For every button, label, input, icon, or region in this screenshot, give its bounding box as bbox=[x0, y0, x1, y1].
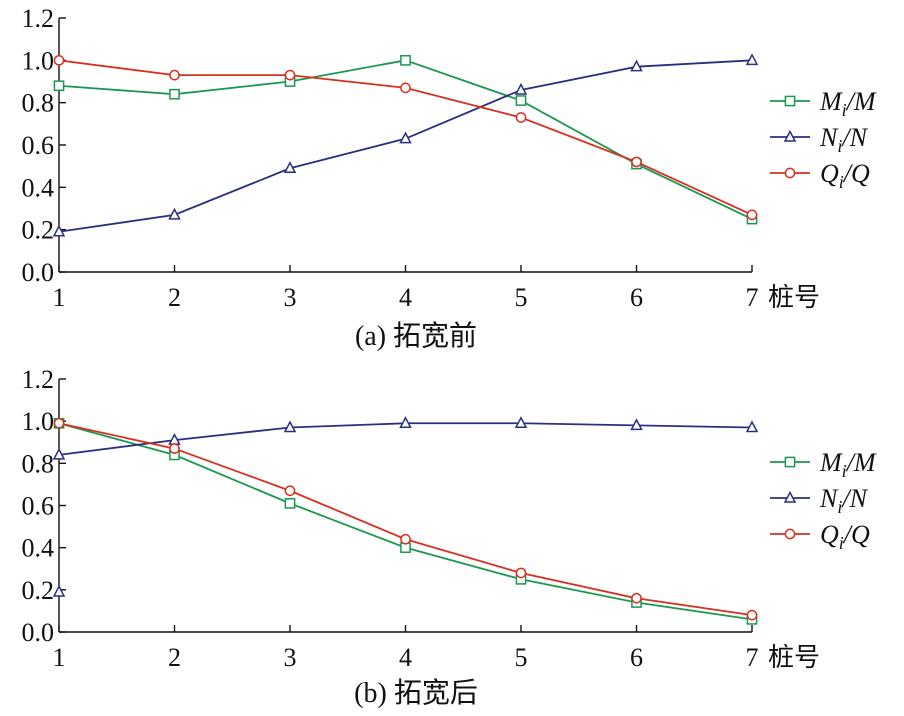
legend-marker bbox=[784, 528, 796, 540]
data-point bbox=[630, 418, 643, 431]
data-point bbox=[284, 485, 296, 497]
y-tick-label: 0.4 bbox=[22, 173, 55, 202]
y-tick-label: 0.0 bbox=[22, 258, 55, 287]
x-tick-label: 2 bbox=[168, 643, 181, 672]
legend-marker bbox=[783, 490, 797, 503]
legend-label: Qi/Q bbox=[820, 159, 870, 192]
legend-label: Ni/N bbox=[819, 123, 869, 156]
x-tick-label: 6 bbox=[630, 643, 643, 672]
data-point bbox=[631, 592, 642, 604]
x-tick-label: 7 bbox=[746, 643, 759, 672]
data-point bbox=[514, 82, 528, 95]
series-line bbox=[58, 422, 753, 621]
data-point bbox=[284, 498, 296, 509]
legend-label: Ni/N bbox=[819, 484, 869, 517]
data-point bbox=[745, 420, 759, 433]
data-point bbox=[52, 584, 66, 597]
data-point bbox=[52, 224, 66, 237]
data-point bbox=[53, 54, 65, 66]
data-point bbox=[631, 156, 642, 168]
data-point bbox=[399, 131, 412, 144]
data-point bbox=[52, 447, 66, 460]
y-tick-label: 0.6 bbox=[22, 131, 55, 160]
legend-marker bbox=[783, 129, 797, 142]
panel-caption: (b) 拓宽后 bbox=[354, 677, 478, 709]
x-axis-label: 桩号 bbox=[768, 283, 820, 312]
series-Ni-N bbox=[52, 53, 759, 237]
data-point bbox=[284, 69, 296, 81]
y-tick-label: 0.2 bbox=[22, 576, 55, 605]
data-point bbox=[746, 209, 758, 221]
data-point bbox=[283, 420, 297, 433]
x-axis-label: 桩号 bbox=[768, 643, 820, 672]
x-tick-label: 4 bbox=[399, 643, 412, 672]
x-tick-label: 1 bbox=[53, 283, 66, 312]
data-point bbox=[53, 80, 65, 92]
y-tick-label: 0.2 bbox=[22, 216, 55, 245]
data-point bbox=[515, 112, 527, 123]
legend: Mi/MNi/NQi/Q bbox=[770, 448, 877, 553]
data-point bbox=[53, 417, 65, 429]
series-Qi-Q bbox=[53, 417, 758, 621]
data-point bbox=[399, 416, 412, 429]
chart-panel-b: 0.0 0.2 0.4 0.6 0.8 1.0 1.2 1 2 3 4 5 6 7 桩号 Mi/MNi/NQi… bbox=[22, 365, 877, 709]
legend-label: Mi/M bbox=[819, 448, 877, 481]
legend-marker bbox=[784, 95, 796, 107]
data-point bbox=[630, 59, 643, 72]
series-Qi-Q bbox=[53, 54, 758, 221]
y-tick-label: 0.8 bbox=[22, 449, 55, 478]
data-point bbox=[400, 54, 411, 66]
x-tick-label: 3 bbox=[284, 283, 297, 312]
x-tick-label: 4 bbox=[399, 283, 412, 312]
data-point bbox=[514, 416, 528, 429]
x-tick-label: 3 bbox=[284, 643, 297, 672]
data-point bbox=[515, 95, 527, 106]
x-tick-label: 6 bbox=[630, 283, 643, 312]
data-point bbox=[400, 533, 411, 545]
y-tick-label: 1.0 bbox=[22, 407, 55, 436]
y-tick-label: 0.6 bbox=[22, 492, 55, 521]
y-tick-label: 1.2 bbox=[22, 365, 55, 394]
data-point bbox=[168, 207, 181, 220]
x-tick-label: 2 bbox=[168, 283, 181, 312]
x-tick-label: 7 bbox=[746, 283, 759, 312]
x-tick-label: 5 bbox=[515, 283, 528, 312]
x-tick-label: 1 bbox=[53, 643, 66, 672]
legend: Mi/MNi/NQi/Q bbox=[770, 87, 877, 192]
legend-marker bbox=[784, 167, 796, 179]
legend-label: Mi/M bbox=[819, 87, 877, 120]
data-point bbox=[169, 443, 180, 454]
series-Ni-N bbox=[52, 416, 759, 460]
legend-label: Qi/Q bbox=[820, 520, 870, 553]
y-tick-label: 1.2 bbox=[22, 4, 55, 33]
y-tick-label: 1.0 bbox=[22, 46, 55, 75]
panel-caption: (a) 拓宽前 bbox=[355, 320, 477, 352]
data-point bbox=[745, 53, 759, 66]
data-point bbox=[746, 609, 758, 621]
chart-panel-a: 0.0 0.2 0.4 0.6 0.8 1.0 1.2 1 2 3 4 5 6 7 桩号 Mi/MNi/NQi… bbox=[22, 4, 877, 352]
y-tick-label: 0.8 bbox=[22, 89, 55, 118]
series-Mi-M bbox=[53, 417, 758, 625]
x-tick-label: 5 bbox=[515, 643, 528, 672]
y-tick-label: 0.4 bbox=[22, 534, 55, 563]
data-point bbox=[515, 567, 527, 579]
data-point bbox=[400, 82, 411, 94]
data-point bbox=[169, 69, 180, 81]
y-tick-label: 0.0 bbox=[22, 618, 55, 647]
data-point bbox=[169, 88, 180, 100]
legend-marker bbox=[784, 456, 796, 468]
data-point bbox=[283, 161, 297, 174]
